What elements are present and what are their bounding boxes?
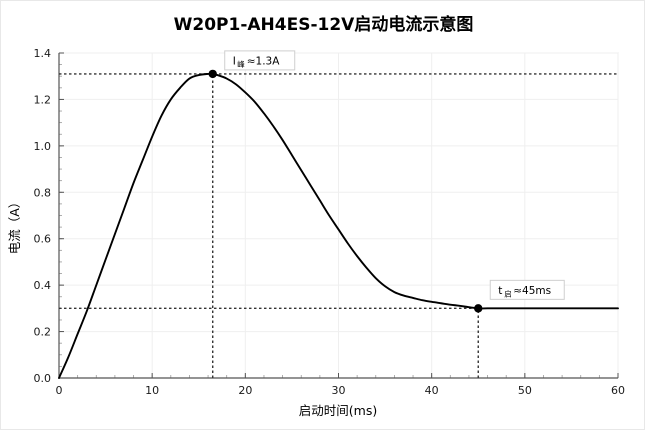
x-tick-label: 40 — [425, 384, 439, 397]
y-tick-label: 0.2 — [34, 326, 52, 339]
y-tick-label: 1.2 — [34, 93, 52, 106]
annotation-symbol: t — [498, 285, 502, 297]
major-tick-marks — [58, 52, 619, 379]
x-tick-label: 60 — [611, 384, 625, 397]
y-tick-label: 0.6 — [34, 233, 52, 246]
y-tick-label: 0.0 — [34, 372, 52, 385]
page-title: W20P1-AH4ES-12V启动电流示意图 — [173, 15, 474, 35]
x-tick-label: 10 — [145, 384, 159, 397]
peak-current-annotation: I 峰 ≈1.3A — [224, 50, 296, 71]
x-tick-label: 50 — [518, 384, 532, 397]
annotation-subscript: 启 — [504, 288, 512, 298]
y-axis-tick-labels: 0.0 0.2 0.4 0.6 0.8 1.0 1.2 1.4 — [34, 47, 52, 385]
x-tick-label: 0 — [56, 384, 63, 397]
current-curve — [58, 72, 619, 379]
y-axis-label: 电流（A） — [7, 196, 22, 255]
y-tick-label: 1.0 — [34, 140, 52, 153]
annotation-symbol: I — [233, 55, 236, 67]
settle-point — [474, 304, 483, 313]
y-tick-label: 0.8 — [34, 186, 52, 199]
peak-point — [208, 69, 217, 79]
y-tick-label: 1.4 — [34, 47, 52, 60]
y-tick-label: 0.4 — [34, 279, 52, 292]
startup-time-annotation: t 启 ≈45ms — [489, 279, 565, 300]
x-tick-label: 30 — [332, 384, 346, 397]
x-axis-tick-labels: 0 10 20 30 40 50 60 — [56, 384, 626, 397]
data-point-markers — [208, 69, 483, 313]
x-tick-label: 20 — [238, 384, 252, 397]
annotation-value: ≈45ms — [513, 285, 551, 297]
annotation-value: ≈1.3A — [247, 55, 280, 67]
x-axis-label: 启动时间(ms) — [299, 403, 377, 418]
annotation-callouts: I 峰 ≈1.3A t 启 ≈45ms — [224, 50, 565, 300]
annotation-subscript: 峰 — [237, 59, 245, 69]
